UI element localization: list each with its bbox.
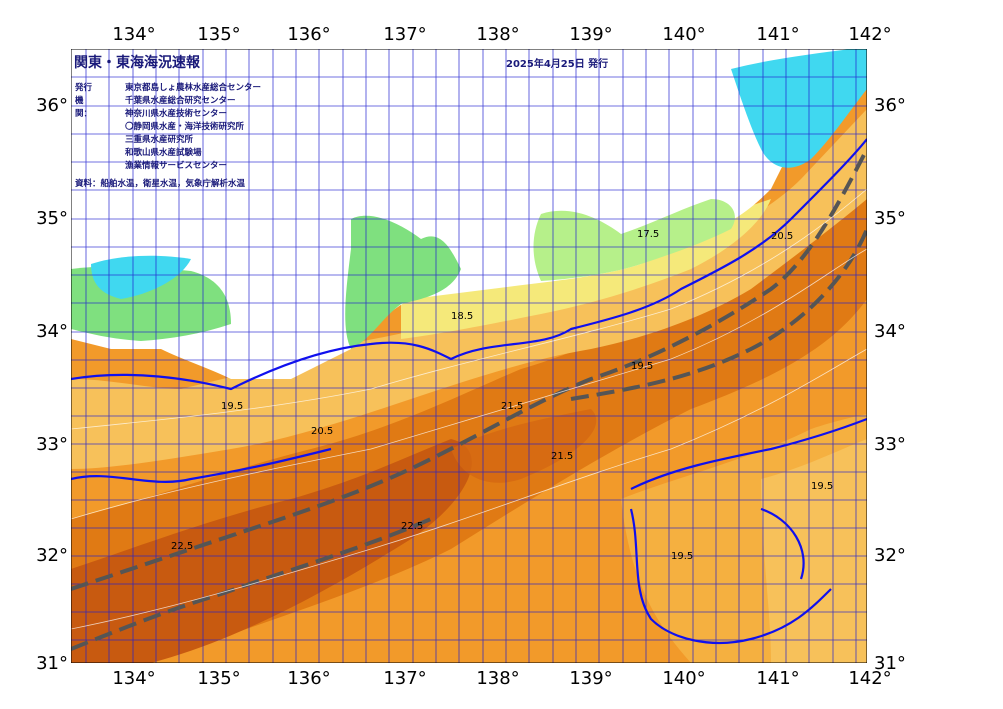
agency-item: 東京都島しょ農林水産総合センター xyxy=(125,83,262,93)
data-source: 資料：船舶水温，衛星水温，気象庁解析水温 xyxy=(75,179,246,189)
lon-tick-bottom: 134° xyxy=(112,668,156,689)
contour-label: 22.5 xyxy=(401,521,423,532)
land-green-tokai xyxy=(533,199,735,281)
contour-label: 21.5 xyxy=(501,401,523,412)
agency-item: 〇静岡県水産・海洋技術研究所 xyxy=(125,122,245,132)
contour-label: 19.5 xyxy=(221,401,243,412)
lat-tick-left: 35° xyxy=(36,208,68,229)
isotherms-blue xyxy=(71,138,867,645)
land-green-kii xyxy=(345,215,461,349)
issue-date: 2025年4月25日 発行 xyxy=(506,59,609,70)
sst-zone-brown xyxy=(71,439,472,663)
agency-item: 三重県水産研究所 xyxy=(125,135,194,145)
isotherms-white xyxy=(71,188,867,630)
lat-tick-left: 31° xyxy=(36,653,68,674)
contour-label: 19.5 xyxy=(631,361,653,372)
contour-label: 20.5 xyxy=(311,426,333,437)
sst-map: 17.5 18.5 19.5 20.5 21.5 22.5 19.5 20.5 … xyxy=(71,49,867,663)
lon-tick-bottom: 142° xyxy=(848,668,892,689)
lat-tick-right: 35° xyxy=(874,208,906,229)
lon-tick-top: 136° xyxy=(287,24,331,45)
agencies-label: 発行機関： xyxy=(75,83,93,119)
lat-tick-left: 32° xyxy=(36,545,68,566)
sst-zone-yellow xyxy=(401,199,771,339)
agency-item: 神奈川県水産技術センター xyxy=(125,109,228,119)
sst-zone-light-orange xyxy=(761,439,867,663)
lon-tick-bottom: 139° xyxy=(569,668,613,689)
agency-item: 漁業情報サービスセンター xyxy=(125,161,228,171)
lon-tick-top: 138° xyxy=(476,24,520,45)
lat-tick-right: 32° xyxy=(874,545,906,566)
lon-tick-bottom: 136° xyxy=(287,668,331,689)
contour-label: 20.5 xyxy=(771,231,793,242)
lat-tick-right: 34° xyxy=(874,321,906,342)
lat-tick-left: 34° xyxy=(36,321,68,342)
lon-tick-top: 141° xyxy=(756,24,800,45)
sea-cyan-seto xyxy=(91,255,191,299)
contour-label: 21.5 xyxy=(551,451,573,462)
contour-label: 17.5 xyxy=(637,229,659,240)
lon-tick-bottom: 135° xyxy=(197,668,241,689)
kuroshio-axis xyxy=(71,148,867,651)
lon-tick-top: 137° xyxy=(383,24,427,45)
lon-tick-top: 139° xyxy=(569,24,613,45)
grid xyxy=(71,49,867,663)
contour-label: 22.5 xyxy=(171,541,193,552)
sst-zone-brown xyxy=(451,409,597,483)
map-title: 関東・東海海況速報 xyxy=(74,55,200,71)
lon-tick-bottom: 141° xyxy=(756,668,800,689)
agency-item: 和歌山県水産試験場 xyxy=(125,148,202,158)
lat-tick-right: 33° xyxy=(874,434,906,455)
lat-tick-right: 31° xyxy=(874,653,906,674)
lon-tick-top: 135° xyxy=(197,24,241,45)
contour-label: 18.5 xyxy=(451,311,473,322)
agency-item: 千葉県水産総合研究センター xyxy=(125,96,236,106)
lon-tick-top: 142° xyxy=(848,24,892,45)
contour-label: 19.5 xyxy=(811,481,833,492)
lon-tick-bottom: 137° xyxy=(383,668,427,689)
land-honshu xyxy=(71,49,867,379)
lon-tick-bottom: 138° xyxy=(476,668,520,689)
contour-label: 19.5 xyxy=(671,551,693,562)
lat-tick-left: 36° xyxy=(36,95,68,116)
lat-tick-left: 33° xyxy=(36,434,68,455)
lon-tick-bottom: 140° xyxy=(662,668,706,689)
lon-tick-top: 140° xyxy=(662,24,706,45)
lon-tick-top: 134° xyxy=(112,24,156,45)
lat-tick-right: 36° xyxy=(874,95,906,116)
contour-labels: 17.5 18.5 19.5 20.5 21.5 22.5 19.5 20.5 … xyxy=(171,229,833,562)
